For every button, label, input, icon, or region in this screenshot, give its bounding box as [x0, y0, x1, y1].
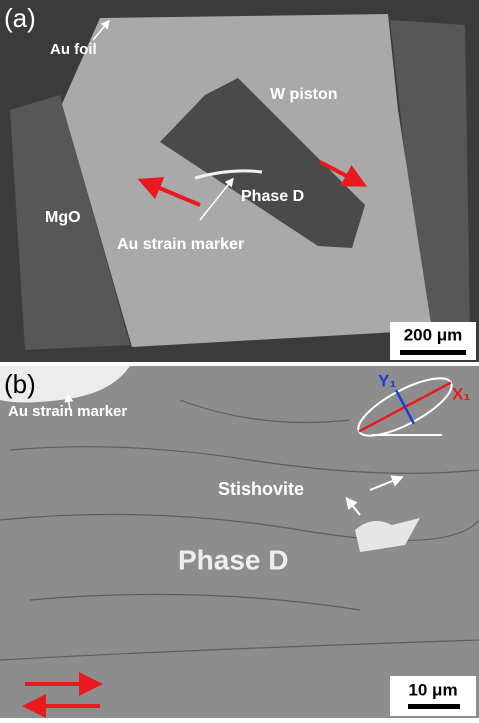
scale-label: 10 μm: [408, 680, 457, 699]
panel-label: (a): [4, 3, 36, 33]
annotation: Stishovite: [218, 479, 304, 499]
annotation: Au strain marker: [117, 236, 244, 253]
page: {"panels": [ {"label": "(a)", "annotatio…: [0, 0, 479, 718]
axis-label: Y₁: [378, 371, 396, 390]
axis-label: X₁: [452, 384, 470, 403]
annotation: Au strain marker: [8, 403, 127, 420]
annotation: Au foil: [50, 41, 97, 58]
figure: (a) Au foil W piston Phase D MgO Au stra…: [0, 0, 479, 718]
scale-bar: [400, 350, 466, 355]
scale-label: 200 μm: [404, 325, 463, 344]
annotation: Phase D: [241, 188, 304, 205]
annotation: W piston: [270, 86, 338, 103]
panel-label: (b): [4, 369, 36, 399]
annotation: Phase D: [178, 544, 289, 575]
panel-a: (a) Au foil W piston Phase D MgO Au stra…: [0, 0, 479, 362]
scale-bar: [408, 704, 460, 709]
panel-b: (b) Au strain marker Stishovite Phase D …: [0, 366, 479, 718]
annotation: MgO: [45, 209, 81, 226]
